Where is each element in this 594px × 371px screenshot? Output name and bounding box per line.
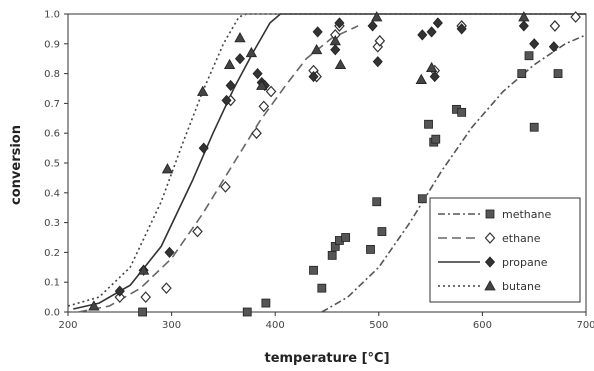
tick-labels: 200 300 400 500 600 700 0.0 0.1 0.2 0.3 0.4 0.5 0.6 0… <box>44 10 594 332</box>
legend: methane ethane propane butane <box>429 197 581 303</box>
legend-label-ethane: ethane <box>502 232 541 245</box>
data-point-methane <box>366 245 375 254</box>
data-point-propane <box>308 70 319 83</box>
legend-marker-methane <box>485 209 495 219</box>
fit-curve-methane <box>321 34 587 313</box>
x-axis-title: temperature [°C] <box>264 351 389 366</box>
data-point-methane <box>424 119 433 129</box>
legend-label-propane: propane <box>502 256 548 269</box>
legend-label-butane: butane <box>502 280 541 293</box>
data-point-butane <box>329 34 341 46</box>
data-point-ethane <box>265 85 277 98</box>
data-point-methane <box>309 265 318 275</box>
legend-box <box>429 197 581 303</box>
x-tick-label: 600 <box>473 320 492 331</box>
data-point-ethane <box>251 127 262 140</box>
data-point-butane <box>256 79 268 90</box>
data-point-methane <box>524 51 534 61</box>
data-point-propane <box>225 79 236 92</box>
y-tick-label: 0.8 <box>44 69 60 80</box>
data-point-propane <box>312 26 323 38</box>
data-point-ethane <box>140 291 152 303</box>
data-point-propane <box>432 17 443 29</box>
data-points <box>88 11 581 317</box>
data-point-ethane <box>374 34 386 47</box>
x-tick-label: 300 <box>162 320 181 331</box>
data-point-methane <box>317 283 327 293</box>
y-tick-label: 0.3 <box>44 218 60 229</box>
x-tick-label: 500 <box>369 320 388 331</box>
data-point-butane <box>371 11 383 22</box>
data-point-ethane <box>114 291 126 303</box>
data-point-ethane <box>192 225 203 238</box>
y-tick-label: 0.0 <box>44 308 60 319</box>
data-point-propane <box>367 20 378 32</box>
y-tick-label: 0.1 <box>44 278 60 289</box>
data-point-propane <box>529 38 540 50</box>
data-point-ethane <box>220 180 231 193</box>
data-point-propane <box>548 41 559 53</box>
data-point-ethane <box>549 20 561 32</box>
data-point-propane <box>372 56 383 68</box>
data-point-propane <box>252 68 263 80</box>
y-tick-label: 0.4 <box>44 188 60 199</box>
data-point-butane <box>334 58 347 70</box>
data-point-methane <box>517 69 527 78</box>
data-point-methane <box>457 107 467 117</box>
data-point-butane <box>197 85 209 96</box>
legend-marker-propane <box>484 256 496 268</box>
data-point-ethane <box>570 11 581 23</box>
data-point-butane <box>223 58 236 70</box>
data-point-methane <box>242 307 252 317</box>
data-point-methane <box>327 250 337 260</box>
data-point-butane <box>234 32 246 43</box>
data-point-butane <box>161 163 174 174</box>
data-point-ethane <box>258 100 270 113</box>
data-point-methane <box>377 227 387 236</box>
data-point-methane <box>261 298 271 308</box>
legend-label-methane: methane <box>502 208 551 221</box>
data-point-propane <box>164 246 175 258</box>
data-point-propane <box>114 285 125 297</box>
data-point-methane <box>431 134 441 144</box>
data-point-propane <box>334 17 345 29</box>
data-point-propane <box>429 70 440 83</box>
data-point-propane <box>330 44 341 56</box>
data-point-propane <box>417 29 428 41</box>
y-tick-label: 0.6 <box>44 129 60 140</box>
x-tick-label: 200 <box>58 320 77 331</box>
data-point-butane <box>310 43 323 55</box>
x-tick-label: 400 <box>266 320 285 331</box>
x-tick-label: 700 <box>576 320 594 331</box>
data-point-butane <box>137 264 150 275</box>
data-point-propane <box>221 94 232 107</box>
fit-curve-ethane <box>78 25 359 313</box>
data-point-methane <box>553 69 563 78</box>
data-point-methane <box>529 122 539 132</box>
data-point-methane <box>138 307 147 317</box>
legend-marker-butane <box>484 280 496 291</box>
data-point-propane <box>234 53 246 65</box>
data-point-propane <box>456 23 467 35</box>
data-point-butane <box>245 46 258 58</box>
data-point-methane <box>341 233 351 242</box>
data-point-methane <box>417 194 427 204</box>
data-point-propane <box>518 20 529 32</box>
y-axis-title: conversion <box>9 125 24 205</box>
data-point-butane <box>415 73 427 84</box>
data-point-butane <box>88 300 100 311</box>
y-tick-label: 0.5 <box>44 159 60 170</box>
y-tick-label: 0.9 <box>44 39 60 50</box>
y-tick-label: 0.7 <box>44 99 60 110</box>
data-point-butane <box>518 11 530 22</box>
y-tick-label: 0.2 <box>44 248 60 259</box>
data-point-propane <box>198 142 209 154</box>
legend-marker-ethane <box>484 232 496 244</box>
data-point-butane <box>425 61 438 73</box>
data-point-ethane <box>161 282 172 295</box>
data-point-methane <box>372 197 382 207</box>
data-point-propane <box>426 26 437 38</box>
y-tick-label: 1.0 <box>44 10 60 21</box>
